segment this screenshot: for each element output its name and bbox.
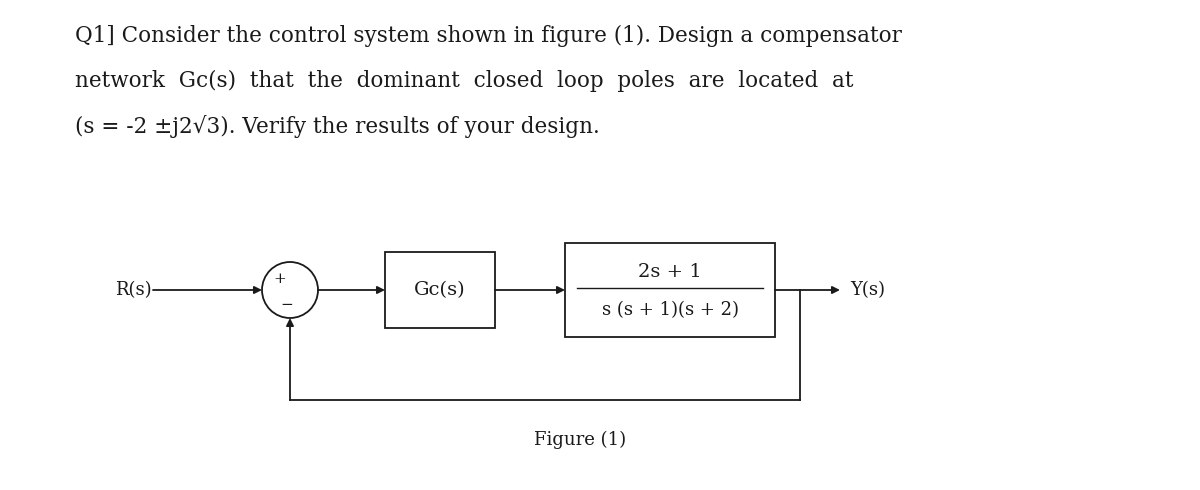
Bar: [565, 243, 775, 337]
Text: network  Gc(s)  that  the  dominant  closed  loop  poles  are  located  at: network Gc(s) that the dominant closed l…: [74, 70, 853, 92]
Text: Q1] Consider the control system shown in figure (1). Design a compensator: Q1] Consider the control system shown in…: [74, 25, 902, 47]
Text: (s = -2 ±j2√3). Verify the results of your design.: (s = -2 ±j2√3). Verify the results of yo…: [74, 115, 600, 138]
Text: Y(s): Y(s): [850, 281, 886, 299]
Text: Figure (1): Figure (1): [534, 431, 626, 449]
Bar: [385, 252, 496, 328]
Text: Gc(s): Gc(s): [414, 281, 466, 299]
Text: R(s): R(s): [115, 281, 151, 299]
Text: −: −: [281, 298, 294, 313]
Text: s (s + 1)(s + 2): s (s + 1)(s + 2): [601, 301, 738, 319]
Text: +: +: [272, 272, 286, 286]
Text: 2s + 1: 2s + 1: [638, 263, 702, 281]
